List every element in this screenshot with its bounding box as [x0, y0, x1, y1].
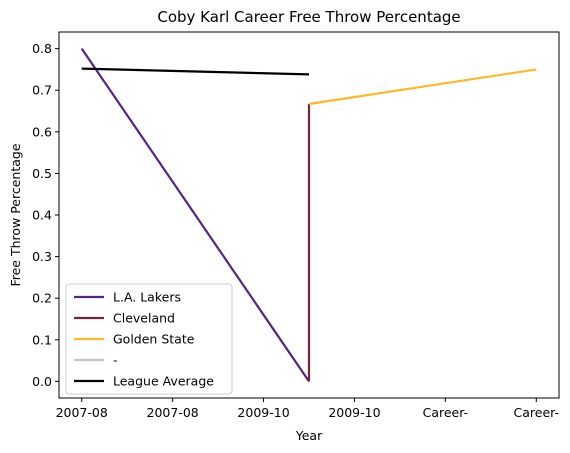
x-tick-label: 2009-10 [237, 405, 289, 420]
x-tick-label: 2007-08 [147, 405, 199, 420]
chart-title: Coby Karl Career Free Throw Percentage [157, 8, 460, 26]
y-tick-label: 0.2 [32, 291, 52, 306]
y-axis: 0.0 0.1 0.2 0.3 0.4 0.5 0.6 0.7 0.8 [32, 41, 59, 389]
plot-area [80, 47, 537, 383]
legend-label: Cleveland [113, 311, 175, 326]
x-tick-label: 2007-08 [56, 405, 108, 420]
legend-label: Golden State [113, 332, 195, 347]
y-axis-label: Free Throw Percentage [8, 143, 23, 286]
y-tick-label: 0.3 [32, 249, 52, 264]
legend-label: L.A. Lakers [113, 290, 181, 305]
y-tick-label: 0.4 [32, 208, 52, 223]
y-tick-label: 0.6 [32, 124, 52, 139]
legend: L.A. Lakers Cleveland Golden State - League … [65, 283, 233, 395]
legend-frame [65, 283, 233, 395]
series-line-l-a-lakers [80, 47, 310, 383]
series-line-league-average [81, 67, 310, 76]
legend-label: - [113, 353, 118, 368]
y-tick-label: 0.7 [32, 83, 52, 98]
x-axis: 2007-08 2007-08 2009-10 2009-10 Career- Caree… [56, 398, 559, 420]
legend-label: League Average [113, 374, 214, 389]
x-tick-label: 2009-10 [328, 405, 380, 420]
y-tick-label: 0.1 [32, 332, 52, 347]
y-tick-label: 0.5 [32, 166, 52, 181]
y-tick-label: 0.8 [32, 41, 52, 56]
x-tick-label: Career- [514, 405, 559, 420]
x-axis-label: Year [295, 428, 323, 443]
series-line-golden-state [308, 68, 537, 106]
y-tick-label: 0.0 [32, 374, 52, 389]
x-tick-label: Career- [423, 405, 468, 420]
